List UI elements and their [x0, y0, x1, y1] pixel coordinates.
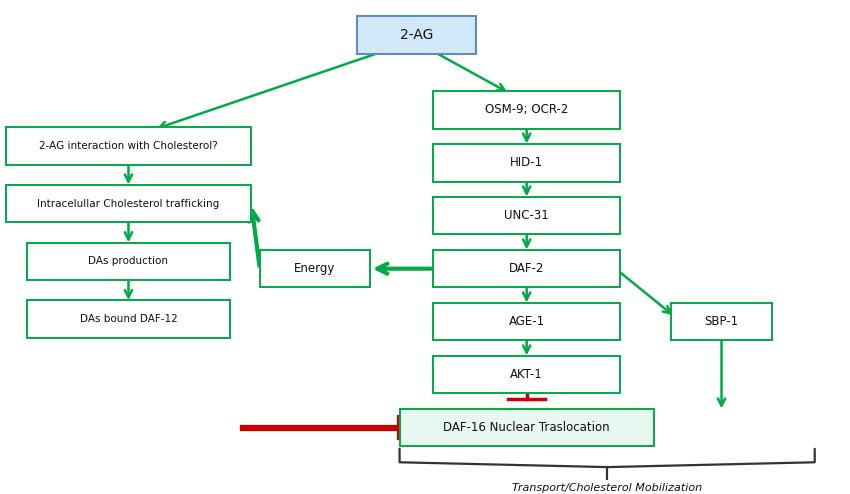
Text: DAF-16 Nuclear Traslocation: DAF-16 Nuclear Traslocation — [444, 421, 610, 434]
Text: Transport/Cholesterol Mobilization: Transport/Cholesterol Mobilization — [512, 483, 702, 493]
FancyBboxPatch shape — [434, 144, 620, 181]
Text: Energy: Energy — [294, 262, 336, 275]
Text: 2-AG interaction with Cholesterol?: 2-AG interaction with Cholesterol? — [39, 141, 218, 151]
FancyBboxPatch shape — [434, 356, 620, 393]
Text: DAs bound DAF-12: DAs bound DAF-12 — [80, 314, 178, 324]
FancyBboxPatch shape — [434, 303, 620, 340]
Text: SBP-1: SBP-1 — [705, 315, 739, 328]
Text: 2-AG: 2-AG — [400, 28, 434, 42]
Text: Intracelullar Cholesterol trafficking: Intracelullar Cholesterol trafficking — [37, 199, 219, 208]
FancyBboxPatch shape — [260, 250, 370, 288]
FancyBboxPatch shape — [27, 300, 230, 338]
Text: DAF-2: DAF-2 — [509, 262, 544, 275]
FancyBboxPatch shape — [6, 127, 252, 165]
FancyBboxPatch shape — [434, 91, 620, 128]
Text: AKT-1: AKT-1 — [510, 368, 543, 381]
FancyBboxPatch shape — [434, 250, 620, 288]
Text: DAs production: DAs production — [88, 256, 168, 266]
FancyBboxPatch shape — [357, 16, 476, 54]
FancyBboxPatch shape — [671, 303, 773, 340]
FancyBboxPatch shape — [434, 197, 620, 235]
Text: HID-1: HID-1 — [510, 156, 543, 169]
FancyBboxPatch shape — [400, 409, 654, 447]
Text: AGE-1: AGE-1 — [508, 315, 545, 328]
Text: UNC-31: UNC-31 — [504, 209, 549, 222]
FancyBboxPatch shape — [27, 243, 230, 280]
FancyBboxPatch shape — [6, 185, 252, 222]
Text: OSM-9; OCR-2: OSM-9; OCR-2 — [485, 103, 569, 116]
